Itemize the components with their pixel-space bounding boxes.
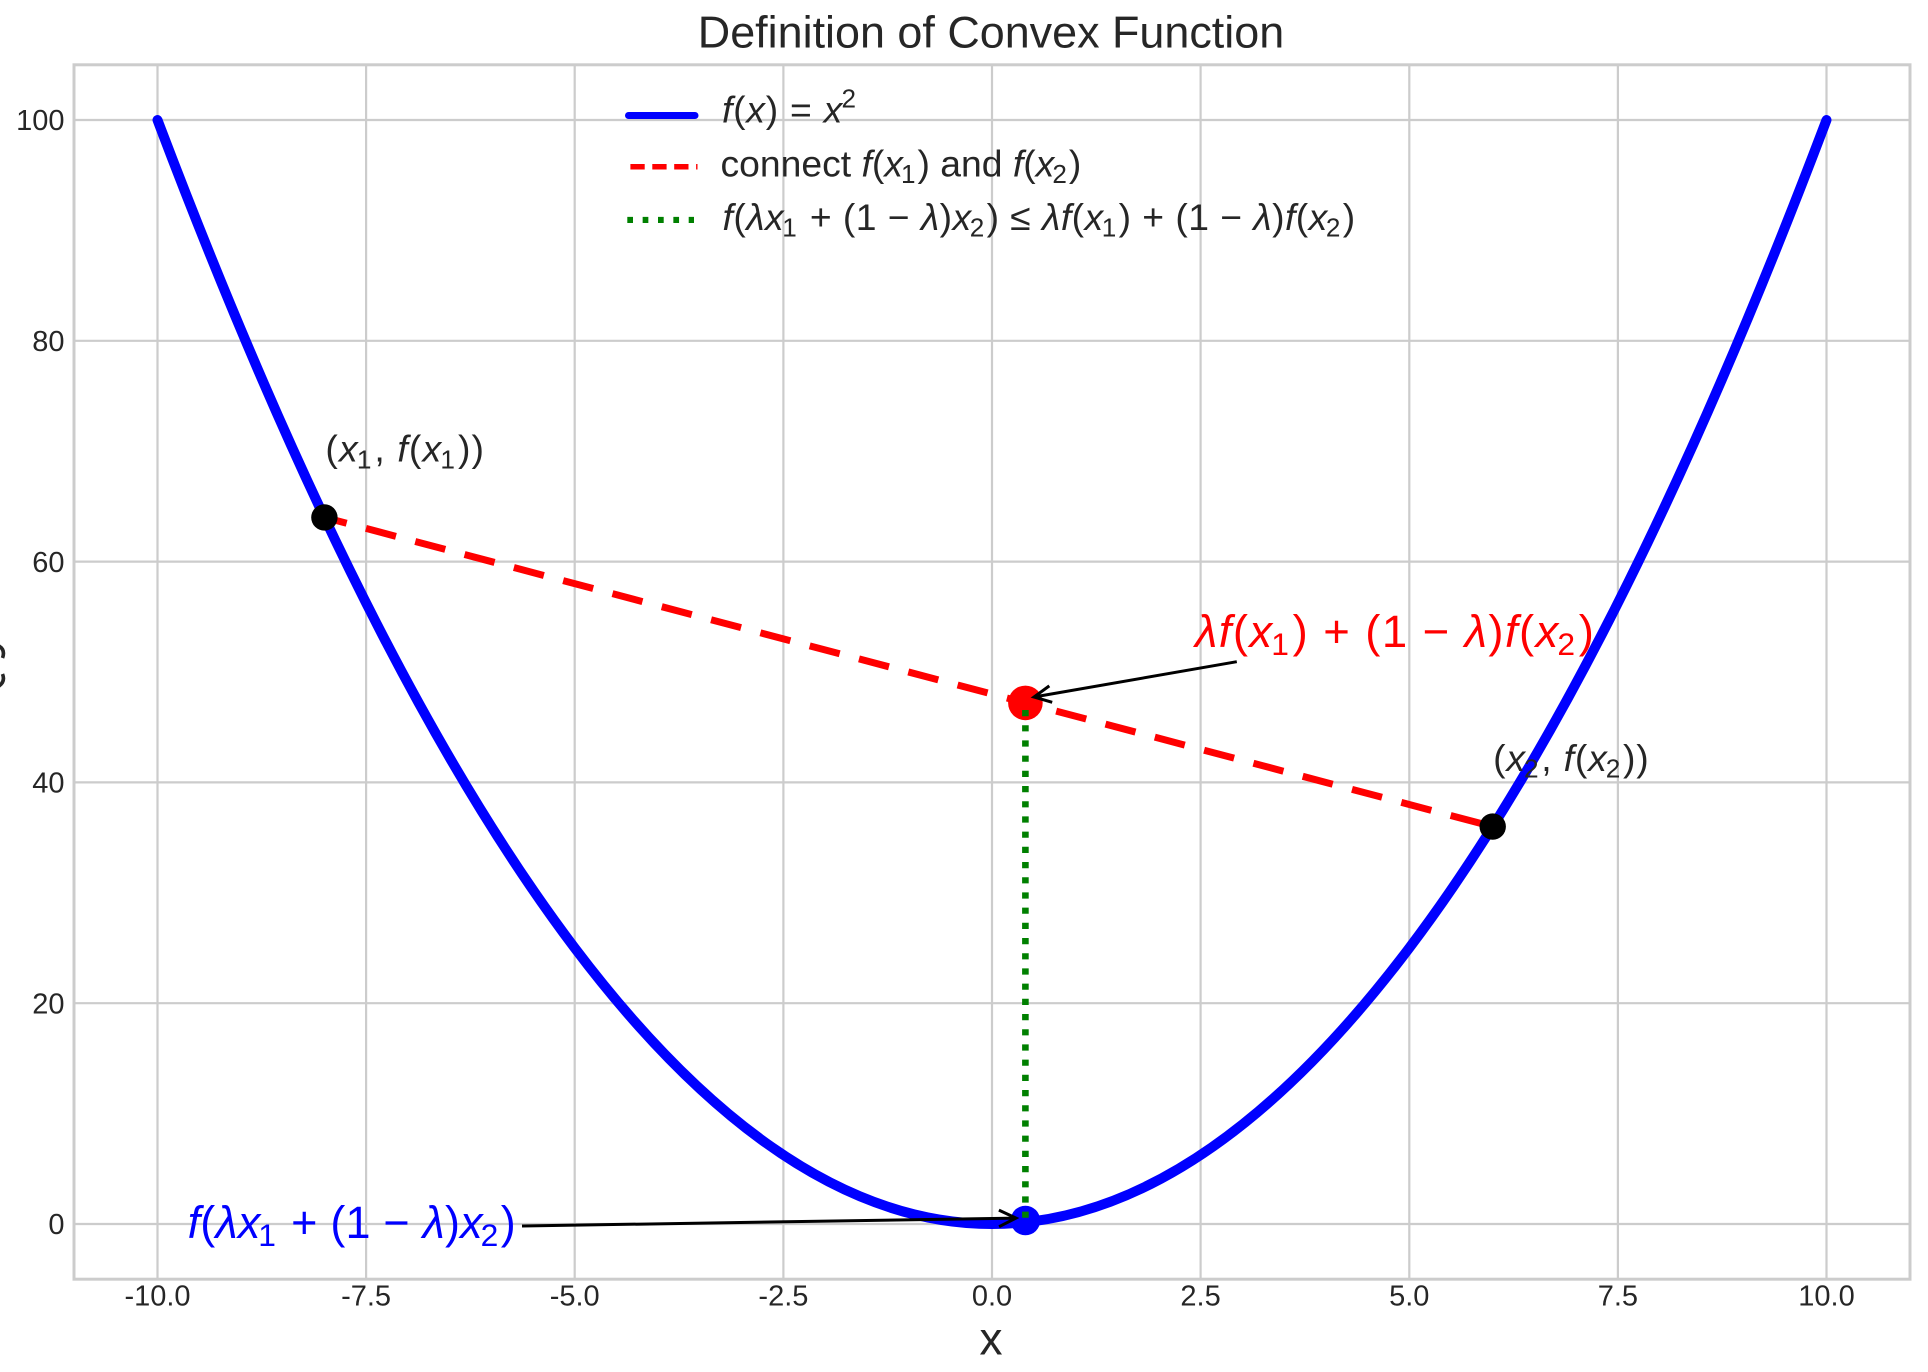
svg-text:80: 80 [32,326,64,358]
svg-text:100: 100 [16,105,64,137]
svg-text:-5.0: -5.0 [550,1280,600,1312]
svg-text:-7.5: -7.5 [341,1280,391,1312]
svg-text:f(λx1​ + (1 − λ)x2​): f(λx1​ + (1 − λ)x2​) [188,1197,516,1253]
svg-text:0.0: 0.0 [972,1280,1012,1312]
svg-text:(x1​, f(x1​)): (x1​, f(x1​)) [325,428,485,475]
svg-text:connect f(x1​) and f(x2​): connect f(x1​) and f(x2​) [721,143,1082,190]
svg-text:20: 20 [32,988,64,1020]
svg-text:Definition of Convex Function: Definition of Convex Function [698,7,1284,58]
svg-text:5.0: 5.0 [1389,1280,1429,1312]
svg-text:40: 40 [32,768,64,800]
svg-text:60: 60 [32,547,64,579]
svg-text:λf(x1​) + (1 − λ)f(x2​): λf(x1​) + (1 − λ)f(x2​) [1192,606,1595,662]
svg-text:7.5: 7.5 [1598,1280,1638,1312]
svg-text:0: 0 [48,1209,64,1241]
svg-text:2.5: 2.5 [1180,1280,1220,1312]
svg-text:(x2​, f(x2​)): (x2​, f(x2​)) [1493,737,1649,784]
svg-text:f(x) = x2​: f(x) = x2​ [722,84,857,131]
svg-text:-2.5: -2.5 [758,1280,808,1312]
svg-text:f(λx1​ + (1 − λ)x2​) ≤ λf(x1​): f(λx1​ + (1 − λ)x2​) ≤ λf(x1​) + (1 − λ)… [723,196,1356,243]
svg-text:10.0: 10.0 [1798,1280,1854,1312]
svg-text:x: x [980,1313,1003,1365]
svg-text:-10.0: -10.0 [124,1280,190,1312]
